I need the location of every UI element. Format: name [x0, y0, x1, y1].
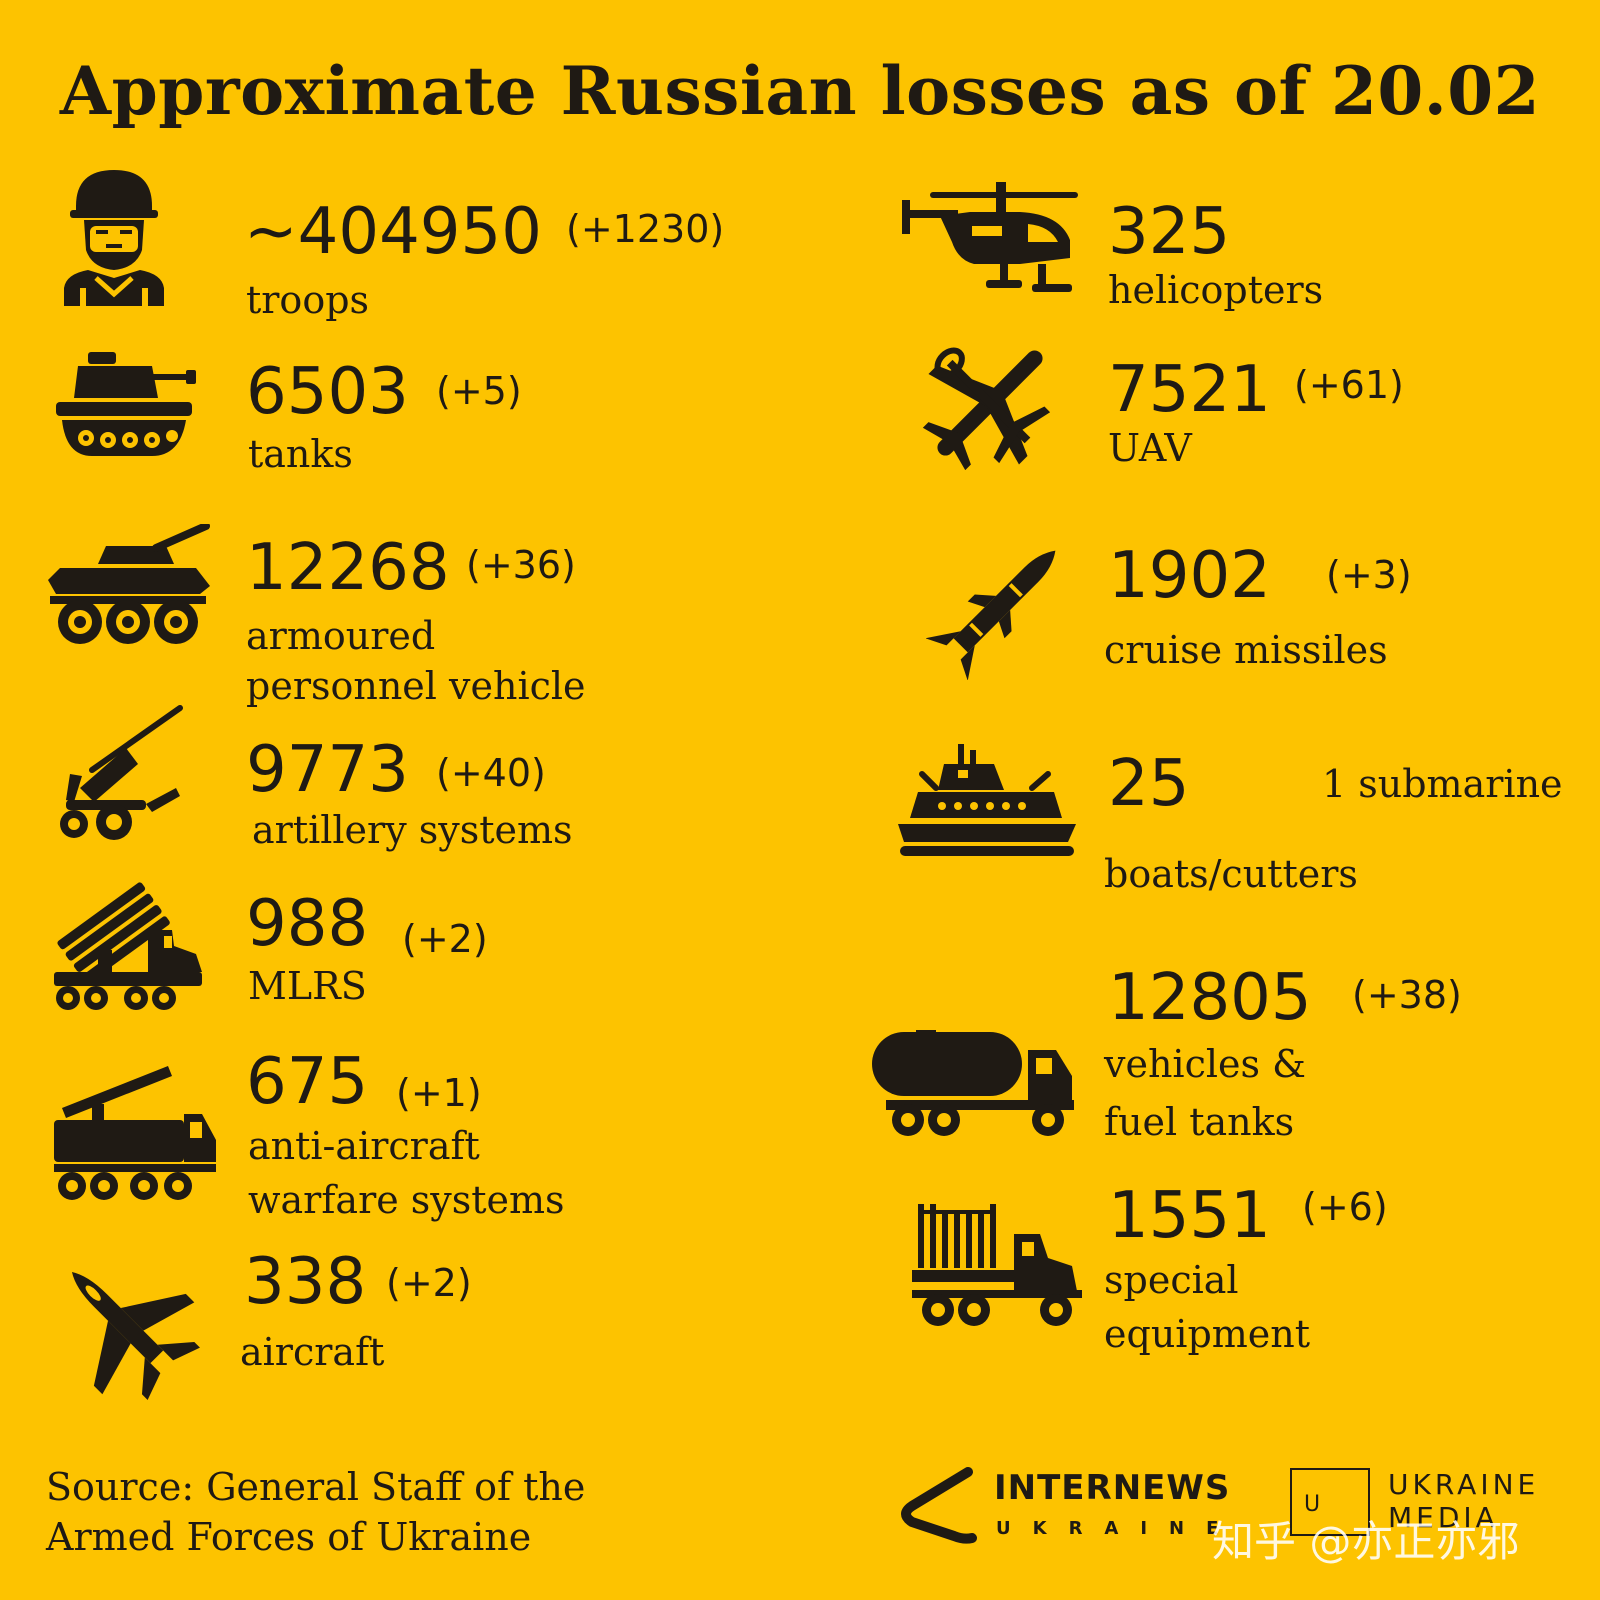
tanks-value: 6503 [246, 355, 409, 429]
aircraft-value: 338 [244, 1245, 367, 1319]
logo-text: UKRAINE MEDIA [1388, 1468, 1539, 1534]
special-label-line1: special [1104, 1258, 1239, 1302]
ship-icon [898, 744, 1076, 862]
boats-label: boats/cutters [1104, 852, 1358, 896]
troops-value: ~404950 [244, 195, 542, 269]
internews-logo: INTERNEWS UKRAINE [898, 1466, 1229, 1556]
internews-swoosh-icon [901, 1467, 977, 1544]
tanks-label: tanks [248, 432, 353, 476]
boats-note: 1 submarine [1322, 762, 1563, 806]
uav-label: UAV [1108, 426, 1192, 470]
soldier-icon [52, 166, 176, 306]
aa-value: 675 [246, 1045, 369, 1119]
artillery-label: artillery systems [252, 808, 573, 852]
missiles-label: cruise missiles [1104, 628, 1388, 672]
apc-icon [46, 524, 212, 648]
logo-box [1290, 1468, 1370, 1536]
apv-delta: (+36) [466, 543, 576, 587]
mlrs-label: MLRS [248, 964, 367, 1008]
source-line-2: Armed Forces of Ukraine [46, 1515, 532, 1559]
anti-aircraft-icon [52, 1064, 218, 1204]
tank-icon [52, 344, 202, 464]
troops-label: troops [246, 278, 370, 322]
special-value: 1551 [1108, 1179, 1271, 1253]
vehicles-delta: (+38) [1352, 973, 1462, 1017]
special-truck-icon [912, 1204, 1084, 1330]
artillery-icon [52, 704, 192, 844]
uav-value: 7521 [1108, 353, 1271, 427]
source-line-1: Source: General Staff of the [46, 1465, 586, 1509]
fighter-jet-icon [50, 1250, 200, 1400]
drone-icon [920, 336, 1060, 470]
artillery-value: 9773 [246, 733, 409, 807]
helicopter-icon [900, 180, 1080, 310]
aa-delta: (+1) [396, 1071, 482, 1115]
aircraft-label: aircraft [240, 1330, 385, 1374]
mlrs-icon [52, 874, 204, 1016]
boats-value: 25 [1108, 747, 1190, 821]
logo-text-line-1: UKRAINE [1388, 1468, 1540, 1501]
page-title: Approximate Russian losses as of 20.02 [59, 52, 1541, 130]
logo-text-line-2: MEDIA [1388, 1501, 1499, 1534]
logo-sub-text: UKRAINE [996, 1518, 1241, 1539]
logo-letter: U [1304, 1492, 1321, 1517]
mlrs-value: 988 [246, 887, 369, 961]
source-note: Source: General Staff of the Armed Force… [46, 1462, 585, 1562]
helicopters-label: helicopters [1108, 268, 1324, 312]
tanks-delta: (+5) [436, 369, 522, 413]
fuel-truck-icon [872, 1030, 1078, 1140]
uav-delta: (+61) [1294, 363, 1404, 407]
mlrs-delta: (+2) [402, 917, 488, 961]
apv-value: 12268 [246, 531, 450, 605]
missiles-delta: (+3) [1326, 553, 1412, 597]
logo-main-text: INTERNEWS [994, 1468, 1231, 1508]
apv-label-line2: personnel vehicle [246, 664, 586, 708]
apv-label-line1: armoured [246, 614, 436, 658]
vehicles-label-line2: fuel tanks [1104, 1100, 1295, 1144]
aa-label-line2: warfare systems [248, 1178, 565, 1222]
missile-icon [926, 540, 1066, 680]
vehicles-value: 12805 [1108, 961, 1312, 1035]
artillery-delta: (+40) [436, 751, 546, 795]
watermark: 知乎 @亦正亦邪 [1212, 1517, 1520, 1566]
special-label-line2: equipment [1104, 1312, 1311, 1356]
special-delta: (+6) [1302, 1185, 1388, 1229]
troops-delta: (+1230) [566, 207, 725, 251]
helicopters-value: 325 [1108, 195, 1231, 269]
vehicles-label-line1: vehicles & [1104, 1042, 1306, 1086]
aa-label-line1: anti-aircraft [248, 1124, 480, 1168]
missiles-value: 1902 [1108, 539, 1271, 613]
aircraft-delta: (+2) [386, 1261, 472, 1305]
